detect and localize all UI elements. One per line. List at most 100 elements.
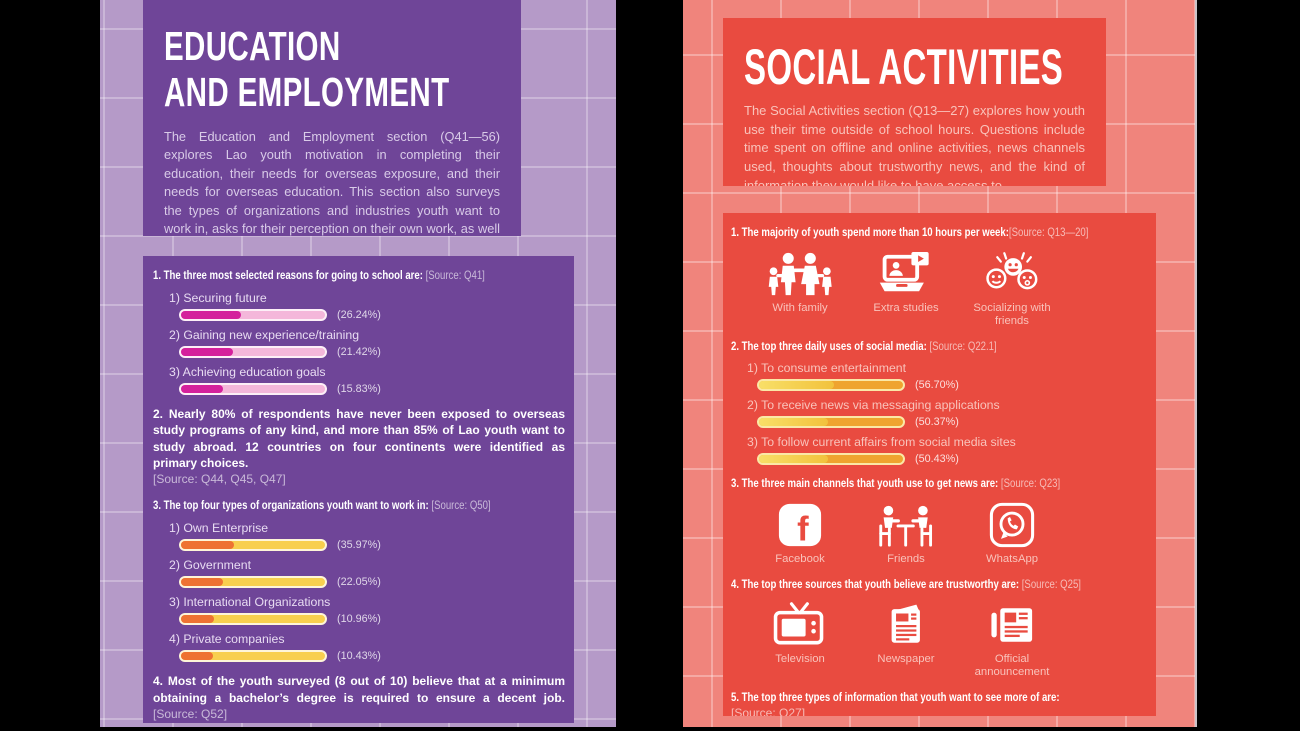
right-q1-heading: 1. The majority of youth spend more than… xyxy=(731,225,1147,241)
progress-bar xyxy=(179,308,327,321)
socializing-icon xyxy=(985,251,1038,289)
progress-bar xyxy=(179,345,327,358)
with-family-item: With family xyxy=(747,251,853,328)
bar-percentage: (10.96%) xyxy=(337,612,381,625)
friends-icon-label: Friends xyxy=(887,552,925,565)
bar-row: 1) Securing future (26.24%) xyxy=(153,291,565,321)
bar-label: 1) Own Enterprise xyxy=(169,520,269,535)
progress-bar xyxy=(179,382,327,395)
progress-bar-fill xyxy=(759,455,829,464)
progress-bar-fill xyxy=(181,614,215,623)
left-q4-text: 4. Most of the youth surveyed (8 out of … xyxy=(153,673,565,705)
facebook-item: f Facebook xyxy=(747,502,853,566)
bar-line: (22.05%) xyxy=(179,575,565,588)
left-q3-heading-text: 3. The top four types of organizations y… xyxy=(153,498,429,513)
right-q1-source: [Source: Q13—20] xyxy=(1008,225,1089,239)
bar-label: 3) Achieving education goals xyxy=(169,364,326,379)
progress-bar xyxy=(179,538,327,551)
progress-bar-fill xyxy=(759,418,829,427)
right-q3-source: [Source: Q23] xyxy=(998,476,1061,491)
television-icon xyxy=(773,602,823,645)
right-q5-source: [Source: Q27] xyxy=(731,705,806,716)
bar-row: 4) Private companies (10.43%) xyxy=(153,632,565,662)
progress-bar-fill xyxy=(759,381,834,390)
television-item: Television xyxy=(747,602,853,679)
bar-percentage: (15.83%) xyxy=(337,382,381,395)
friends-icon xyxy=(879,505,933,547)
whatsapp-icon xyxy=(989,502,1035,547)
left-q3-heading: 3. The top four types of organizations y… xyxy=(153,498,565,514)
extra-studies-icon-label: Extra studies xyxy=(873,301,939,314)
bar-percentage: (10.43%) xyxy=(337,649,381,662)
right-q4-icon-row: Television Newspaper xyxy=(747,602,1147,679)
right-q4-heading: 4. The top three sources that youth beli… xyxy=(731,577,1147,593)
right-edge-line xyxy=(1195,0,1197,727)
right-q1-heading-text: 1. The majority of youth spend more than… xyxy=(731,225,1009,239)
friends-item: Friends xyxy=(853,502,959,566)
left-q4-paragraph: 4. Most of the youth surveyed (8 out of … xyxy=(153,673,565,723)
bar-line: (15.83%) xyxy=(179,382,565,395)
education-description: The Education and Employment section (Q4… xyxy=(164,129,500,236)
bar-label: 2) Government xyxy=(169,557,252,572)
bar-line: (50.43%) xyxy=(757,453,1147,466)
official-announcement-item: Official announcement xyxy=(959,602,1065,679)
right-q2-heading: 2. The top three daily uses of social me… xyxy=(731,339,1147,355)
svg-text:f: f xyxy=(797,510,809,548)
bar-row: 2) To receive news via messaging applica… xyxy=(731,398,1147,429)
progress-bar xyxy=(179,575,327,588)
right-q2-heading-text: 2. The top three daily uses of social me… xyxy=(731,338,927,353)
bar-percentage: (22.05%) xyxy=(337,575,381,588)
education-title-line1: EDUCATION xyxy=(164,23,341,69)
education-title: EDUCATION AND EMPLOYMENT xyxy=(164,23,450,120)
bar-line: (10.96%) xyxy=(179,612,565,625)
left-q1-heading-text: 1. The three most selected reasons for g… xyxy=(153,268,423,282)
right-q3-heading-text: 3. The three main channels that youth us… xyxy=(731,476,999,491)
bar-label: 1) Securing future xyxy=(169,290,267,305)
family-icon xyxy=(768,252,832,295)
newspaper-icon xyxy=(891,604,921,644)
progress-bar xyxy=(757,379,905,392)
right-q4-heading-text: 4. The top three sources that youth beli… xyxy=(731,576,1020,591)
newspaper-icon-label: Newspaper xyxy=(877,653,935,666)
facebook-icon-label: Facebook xyxy=(775,552,825,565)
bar-label: 2) Gaining new experience/training xyxy=(169,327,360,342)
progress-bar-fill xyxy=(181,384,223,393)
bar-row: 2) Government (22.05%) xyxy=(153,558,565,588)
social-description: The Social Activities section (Q13—27) e… xyxy=(744,103,1085,186)
facebook-icon: f xyxy=(778,503,822,548)
progress-bar xyxy=(179,612,327,625)
bar-row: 2) Gaining new experience/training (21.4… xyxy=(153,328,565,358)
right-q5-heading-text: 5. The top three types of information th… xyxy=(731,690,1060,705)
whatsapp-icon-label: WhatsApp xyxy=(985,552,1039,565)
bar-row: 1) Own Enterprise (35.97%) xyxy=(153,521,565,551)
bar-row: 3) To follow current affairs from social… xyxy=(731,435,1147,466)
bar-line: (56.70%) xyxy=(757,379,1147,392)
progress-bar-fill xyxy=(181,540,235,549)
education-content-panel: 1. The three most selected reasons for g… xyxy=(143,256,574,723)
left-q2-source: [Source: Q44, Q45, Q47] xyxy=(153,471,286,486)
bar-percentage: (26.24%) xyxy=(337,308,381,321)
bar-percentage: (50.43%) xyxy=(915,453,959,466)
bar-label: 4) Private companies xyxy=(169,631,285,646)
left-q4-source: [Source: Q52] xyxy=(153,707,228,722)
whatsapp-item: WhatsApp xyxy=(959,502,1065,566)
progress-bar-fill xyxy=(181,310,242,319)
bar-percentage: (50.37%) xyxy=(915,416,959,429)
education-title-line2: AND EMPLOYMENT xyxy=(164,68,450,115)
bar-line: (35.97%) xyxy=(179,538,565,551)
social-title: SOCIAL ACTIVITIES xyxy=(744,39,1064,95)
bar-row: 3) International Organizations (10.96%) xyxy=(153,595,565,625)
bar-percentage: (21.42%) xyxy=(337,345,381,358)
right-q4-source: [Source: Q25] xyxy=(1019,576,1081,591)
left-q2-paragraph: 2. Nearly 80% of respondents have never … xyxy=(153,406,565,488)
education-header-panel: EDUCATION AND EMPLOYMENT The Education a… xyxy=(143,0,521,236)
left-q1-bar-list: 1) Securing future (26.24%) 2) Gaining n… xyxy=(153,291,565,395)
extra-studies-icon xyxy=(880,251,929,291)
social-header-panel: SOCIAL ACTIVITIES The Social Activities … xyxy=(723,18,1106,186)
progress-bar-fill xyxy=(181,651,213,660)
right-q2-bar-list: 1) To consume entertainment (56.70%) 2) … xyxy=(731,361,1147,466)
socializing-item: Socializing with friends xyxy=(959,251,1065,328)
bar-label: 3) International Organizations xyxy=(169,594,331,609)
bar-line: (10.43%) xyxy=(179,649,565,662)
